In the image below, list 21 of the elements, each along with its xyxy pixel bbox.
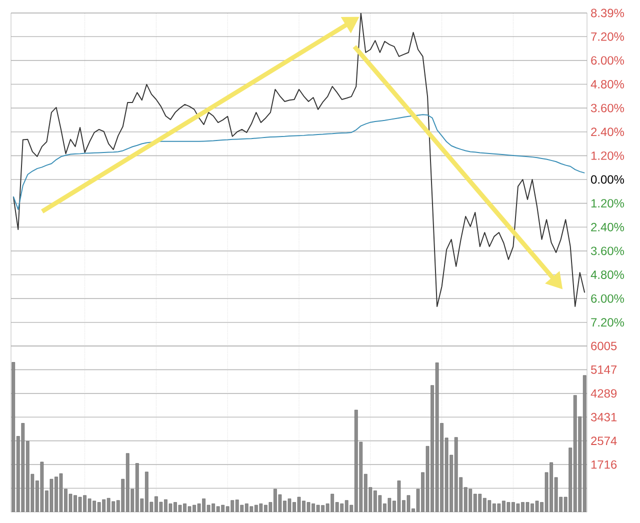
y-tick-label: 5147 (591, 366, 617, 374)
y-tick-label: 6005 (591, 342, 617, 350)
y-tick-label: 2574 (591, 436, 617, 446)
line-series (12, 12, 586, 307)
y-tick-label: 6.00% (591, 294, 624, 303)
y-tick-label: 4.80% (590, 270, 624, 279)
y-tick-label: 7.20% (591, 32, 624, 41)
y-tick-label: 3.60% (590, 246, 624, 256)
y-tick-label: 7.20% (591, 318, 624, 327)
y-tick-label: 1.20% (591, 151, 624, 160)
y-tick-label: 2.40% (591, 222, 624, 232)
y-tick-label: 1.20% (591, 199, 624, 208)
y-tick-label: 1716 (591, 460, 617, 469)
y-tick-label: 3.60% (590, 104, 624, 112)
y-tick-label: 3431 (590, 412, 617, 422)
y-tick-label: 4289 (590, 389, 617, 398)
y-tick-label: 2.40% (591, 128, 624, 136)
y-tick-label: 6.00% (591, 56, 624, 65)
y-tick-label: 4.80% (590, 80, 624, 88)
y-tick-label: 8.39% (591, 8, 624, 18)
y-tick-label: 0.00% (590, 175, 624, 184)
